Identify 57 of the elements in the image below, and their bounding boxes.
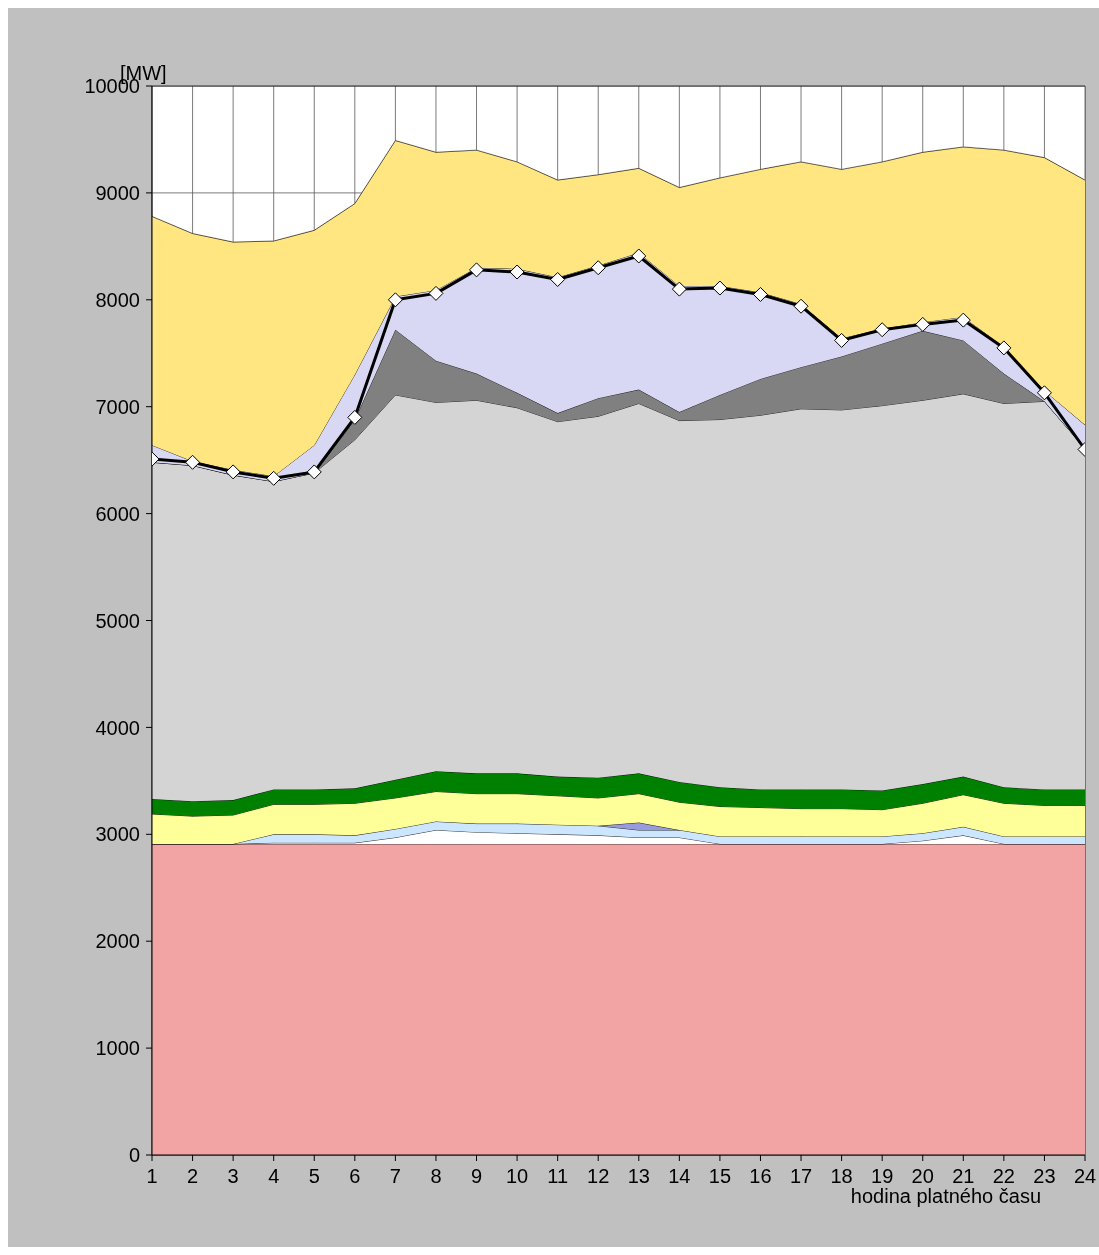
x-tick-label: 1	[146, 1165, 158, 1188]
point	[874, 322, 890, 338]
x-tick-label: 14	[668, 1165, 691, 1188]
point	[752, 286, 768, 302]
y-tick-label: 7000	[95, 395, 140, 418]
y-tick-label: 8000	[95, 288, 140, 311]
point	[387, 292, 403, 308]
y-tick-label: 1000	[95, 1037, 140, 1060]
point	[428, 285, 444, 301]
point	[306, 464, 322, 480]
x-tick-label: 9	[470, 1165, 483, 1188]
x-tick-label: 7	[389, 1165, 401, 1188]
x-tick-label: 8	[430, 1165, 442, 1188]
x-tick-label: 4	[268, 1165, 280, 1188]
x-tick-label: 24	[1073, 1165, 1097, 1188]
point	[793, 298, 809, 314]
x-tick-label: 3	[227, 1165, 239, 1188]
x-tick-label: 6	[349, 1165, 361, 1188]
point	[225, 464, 241, 480]
x-tick-label: 17	[789, 1165, 813, 1188]
point	[590, 260, 606, 276]
point	[550, 271, 566, 287]
point	[631, 248, 647, 264]
y-tick-label: 3000	[95, 823, 140, 846]
y-tick-label: 2000	[95, 930, 140, 953]
point	[996, 340, 1012, 356]
y-tick-label: 0	[128, 1144, 140, 1167]
x-tick-label: 19	[871, 1165, 894, 1188]
y-tick-label: 6000	[95, 502, 140, 525]
x-tick-label: 13	[627, 1165, 650, 1188]
point	[712, 280, 728, 296]
y-tick-label: 4000	[95, 716, 140, 739]
point	[955, 312, 971, 328]
x-tick-label: 23	[1033, 1165, 1056, 1188]
x-tick-label: 12	[587, 1165, 610, 1188]
point	[834, 332, 850, 348]
x-tick-label: 15	[708, 1165, 732, 1188]
x-tick-label: 20	[911, 1165, 934, 1188]
x-tick-label: 18	[830, 1165, 853, 1188]
x-tick-label: 10	[505, 1165, 529, 1188]
point	[509, 264, 525, 280]
point	[915, 316, 931, 332]
y-tick-label: 5000	[95, 609, 140, 632]
point	[671, 281, 687, 297]
x-tick-label: 11	[547, 1165, 569, 1188]
point	[185, 454, 201, 470]
point	[266, 470, 282, 486]
x-axis-title: hodina platného času	[850, 1185, 1041, 1207]
x-tick-label: 2	[187, 1165, 199, 1188]
point	[1036, 385, 1052, 401]
y-tick-label: 9000	[95, 182, 140, 204]
x-tick-label: 5	[308, 1165, 320, 1188]
x-tick-label: 22	[992, 1165, 1015, 1188]
x-tick-label: 21	[952, 1165, 975, 1188]
point	[347, 409, 363, 425]
point	[469, 262, 485, 278]
x-tick-label: 16	[749, 1165, 772, 1188]
